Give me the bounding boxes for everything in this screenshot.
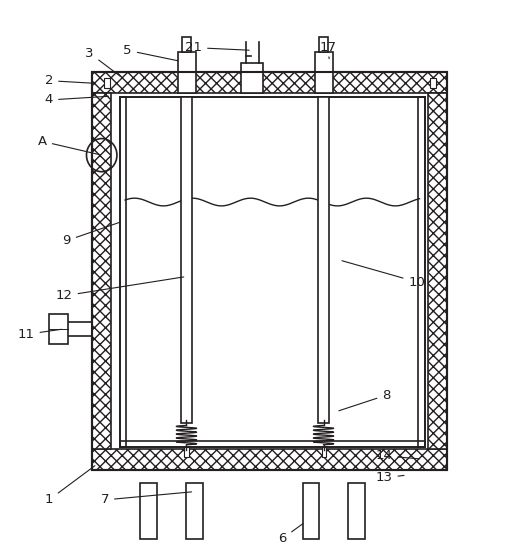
Bar xyxy=(120,97,126,447)
Bar xyxy=(318,97,329,422)
Bar xyxy=(120,97,425,447)
Bar xyxy=(316,52,333,93)
Bar xyxy=(241,63,263,93)
Text: 7: 7 xyxy=(100,492,191,507)
Text: A: A xyxy=(38,135,99,154)
Bar xyxy=(348,483,365,539)
Bar xyxy=(104,79,110,88)
Bar xyxy=(140,483,157,539)
Text: 9: 9 xyxy=(63,222,120,247)
Text: 14: 14 xyxy=(376,449,419,462)
Text: 4: 4 xyxy=(45,93,108,107)
Bar xyxy=(92,93,111,448)
Text: 21: 21 xyxy=(185,41,249,54)
Bar xyxy=(319,36,328,52)
Text: 13: 13 xyxy=(376,471,404,484)
Text: 6: 6 xyxy=(278,524,303,545)
Bar xyxy=(178,52,196,93)
Bar xyxy=(92,72,447,469)
Text: 8: 8 xyxy=(339,389,391,411)
Bar xyxy=(92,72,447,93)
Bar xyxy=(120,441,425,447)
Bar xyxy=(184,447,188,457)
Bar xyxy=(430,79,436,88)
Bar xyxy=(322,447,326,457)
Bar xyxy=(64,322,92,336)
Text: 11: 11 xyxy=(18,328,62,341)
Bar xyxy=(303,483,320,539)
Text: 17: 17 xyxy=(320,41,336,59)
Text: 3: 3 xyxy=(86,46,120,76)
Bar xyxy=(92,448,447,469)
Bar xyxy=(182,36,191,52)
Text: 5: 5 xyxy=(123,44,178,61)
Bar xyxy=(428,93,447,448)
Text: 10: 10 xyxy=(342,260,426,289)
Bar xyxy=(92,72,447,469)
Text: 12: 12 xyxy=(55,277,184,302)
Bar xyxy=(186,483,203,539)
Bar xyxy=(181,97,192,422)
Text: 1: 1 xyxy=(45,466,95,507)
Bar xyxy=(418,97,425,447)
Text: 2: 2 xyxy=(45,74,94,87)
Bar xyxy=(49,314,68,345)
